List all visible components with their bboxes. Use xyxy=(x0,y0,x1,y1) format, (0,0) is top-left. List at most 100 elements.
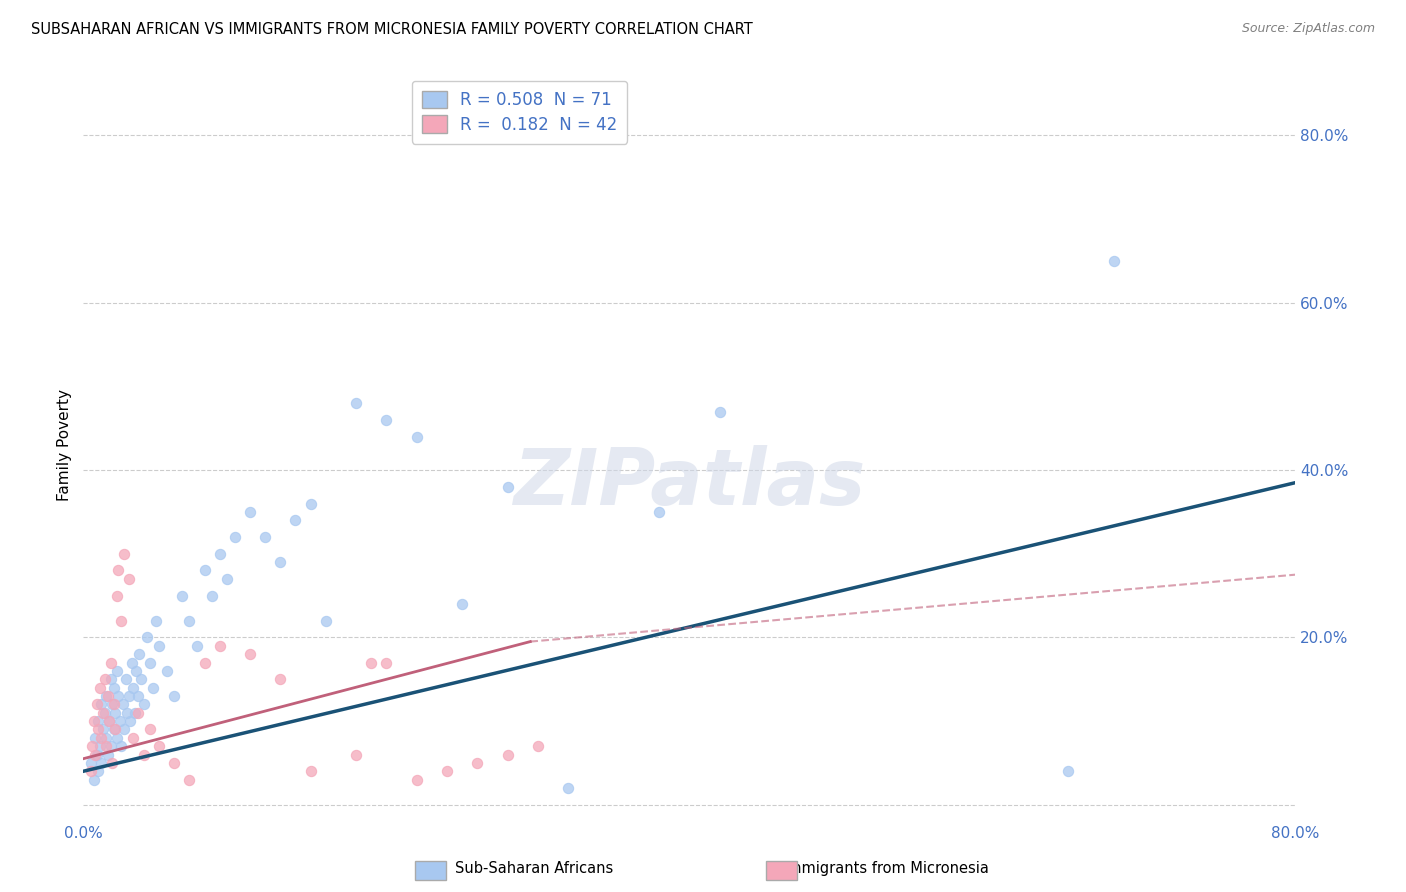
Point xyxy=(129,672,152,686)
Point xyxy=(163,689,186,703)
Point xyxy=(193,564,215,578)
Point xyxy=(101,756,124,770)
Point xyxy=(451,597,474,611)
Point xyxy=(91,723,114,737)
Point xyxy=(105,731,128,745)
Point xyxy=(239,505,262,519)
Point xyxy=(80,764,103,779)
Point xyxy=(179,772,201,787)
Point xyxy=(284,513,307,527)
Point xyxy=(142,681,165,695)
Point xyxy=(132,747,155,762)
Point xyxy=(104,706,127,720)
Point xyxy=(90,756,112,770)
Point xyxy=(648,505,671,519)
Point xyxy=(156,664,179,678)
Point xyxy=(179,614,201,628)
Point xyxy=(93,706,115,720)
Point xyxy=(91,706,114,720)
Point xyxy=(709,404,731,418)
Point xyxy=(436,764,458,779)
Point xyxy=(90,731,112,745)
Point xyxy=(122,731,145,745)
Point xyxy=(98,714,121,728)
Y-axis label: Family Poverty: Family Poverty xyxy=(58,389,72,501)
Point xyxy=(148,639,170,653)
Point xyxy=(112,547,135,561)
Point xyxy=(103,681,125,695)
Point xyxy=(125,664,148,678)
Point xyxy=(118,572,141,586)
Point xyxy=(83,772,105,787)
Point xyxy=(115,706,138,720)
Point xyxy=(239,647,262,661)
Point xyxy=(315,614,337,628)
Point xyxy=(107,689,129,703)
Text: SUBSAHARAN AFRICAN VS IMMIGRANTS FROM MICRONESIA FAMILY POVERTY CORRELATION CHAR: SUBSAHARAN AFRICAN VS IMMIGRANTS FROM MI… xyxy=(31,22,752,37)
Point xyxy=(1102,254,1125,268)
Point xyxy=(108,714,131,728)
Point xyxy=(121,656,143,670)
Point xyxy=(148,739,170,754)
Point xyxy=(103,698,125,712)
Point xyxy=(83,714,105,728)
Point xyxy=(114,672,136,686)
Point xyxy=(254,530,277,544)
Point xyxy=(145,614,167,628)
Point xyxy=(86,747,108,762)
Point xyxy=(84,747,107,762)
Point xyxy=(208,639,231,653)
Point xyxy=(96,747,118,762)
Point xyxy=(82,739,104,754)
Point xyxy=(132,698,155,712)
Point xyxy=(98,714,121,728)
Point xyxy=(208,547,231,561)
Point xyxy=(111,698,134,712)
Point xyxy=(170,589,193,603)
Point xyxy=(139,656,162,670)
Point xyxy=(124,706,146,720)
Text: Source: ZipAtlas.com: Source: ZipAtlas.com xyxy=(1241,22,1375,36)
Point xyxy=(80,756,103,770)
Point xyxy=(105,664,128,678)
Point xyxy=(120,714,142,728)
Point xyxy=(96,689,118,703)
Text: ZIPatlas: ZIPatlas xyxy=(513,444,866,521)
Point xyxy=(186,639,208,653)
Point xyxy=(94,731,117,745)
Point xyxy=(87,714,110,728)
Point xyxy=(405,772,427,787)
Point xyxy=(299,764,322,779)
Point xyxy=(360,656,382,670)
Point xyxy=(110,614,132,628)
Point xyxy=(112,723,135,737)
Point xyxy=(103,723,125,737)
Legend: R = 0.508  N = 71, R =  0.182  N = 42: R = 0.508 N = 71, R = 0.182 N = 42 xyxy=(412,80,627,144)
Point xyxy=(136,631,159,645)
Point xyxy=(344,747,367,762)
Point xyxy=(527,739,550,754)
Point xyxy=(87,764,110,779)
Point xyxy=(127,706,149,720)
Point xyxy=(122,681,145,695)
Point xyxy=(86,698,108,712)
Point xyxy=(87,723,110,737)
Point xyxy=(84,731,107,745)
Point xyxy=(496,480,519,494)
Point xyxy=(89,681,111,695)
Point xyxy=(193,656,215,670)
Point xyxy=(128,647,150,661)
Text: Sub-Saharan Africans: Sub-Saharan Africans xyxy=(456,861,613,876)
Point xyxy=(269,555,291,569)
Point xyxy=(107,564,129,578)
Point xyxy=(100,739,122,754)
Text: Immigrants from Micronesia: Immigrants from Micronesia xyxy=(783,861,988,876)
Point xyxy=(375,656,398,670)
Point xyxy=(105,589,128,603)
Point xyxy=(110,739,132,754)
Point xyxy=(299,497,322,511)
Point xyxy=(496,747,519,762)
Point xyxy=(465,756,488,770)
Point xyxy=(94,689,117,703)
Point xyxy=(557,780,579,795)
